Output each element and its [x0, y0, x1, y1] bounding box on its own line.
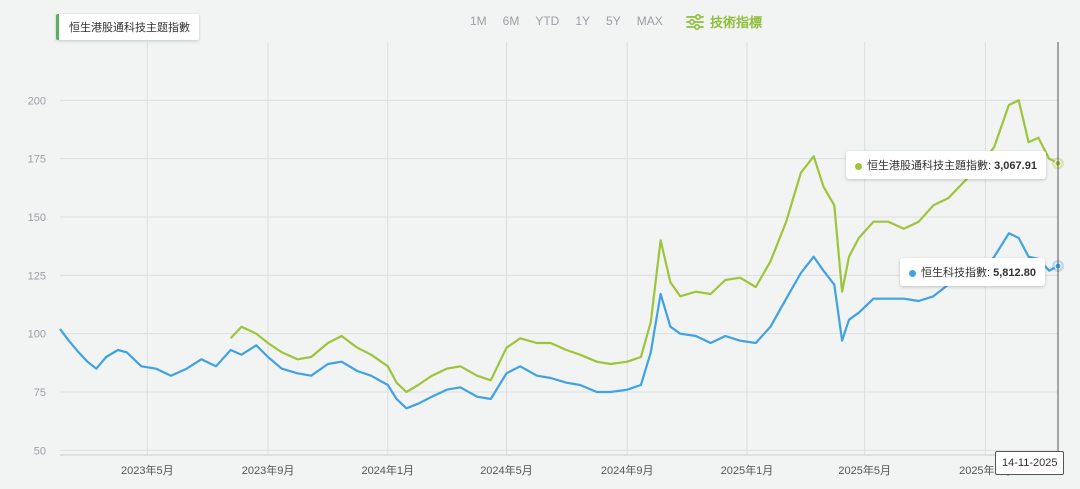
x-tick-label: 2025年1月	[721, 463, 774, 477]
range-1y[interactable]: 1Y	[575, 14, 591, 28]
range-5y[interactable]: 5Y	[606, 14, 621, 28]
x-tick-label: 2024年9月	[601, 463, 654, 477]
range-ytd[interactable]: YTD	[535, 14, 560, 28]
range-1m[interactable]: 1M	[470, 14, 487, 28]
y-tick-label: 50	[34, 445, 46, 457]
series-legend[interactable]: 恒生港股通科技主题指數	[56, 14, 199, 40]
green-tooltip-label: 恒生港股通科技主題指數:	[867, 160, 992, 172]
blue-tooltip-label: 恒生科技指數:	[921, 267, 991, 279]
y-tick-label: 200	[28, 95, 46, 107]
green-dot-icon	[855, 162, 862, 170]
y-tick-label: 75	[34, 387, 46, 399]
series-line-hk-connect-tech	[229, 99, 1059, 394]
x-tick-label: 2023年9月	[242, 463, 295, 477]
range-6m[interactable]: 6M	[502, 14, 520, 28]
y-tick-label: 100	[28, 329, 46, 341]
x-tick-label: 2024年5月	[480, 463, 533, 477]
blue-series-tooltip: 恒生科技指數: 5,812.80	[900, 258, 1045, 286]
sliders-icon	[686, 13, 704, 30]
range-max[interactable]: MAX	[636, 14, 663, 28]
green-tooltip-value: 3,067.91	[994, 160, 1037, 172]
x-tick-label: 2024年1月	[361, 463, 414, 477]
y-tick-label: 175	[28, 154, 46, 166]
blue-dot-icon	[909, 269, 916, 277]
indicators-label: 技術指標	[710, 15, 763, 30]
series-line-hstech	[59, 232, 1059, 410]
x-tick-label: 2025年5月	[838, 463, 891, 477]
legend-label: 恒生港股通科技主题指數	[69, 22, 190, 34]
y-tick-label: 150	[28, 212, 46, 224]
green-series-tooltip: 恒生港股通科技主題指數: 3,067.91	[846, 151, 1046, 179]
technical-indicators-button[interactable]: 技術指標	[686, 12, 762, 31]
y-tick-label: 125	[28, 270, 46, 282]
x-tick-label: 2023年5月	[121, 463, 174, 477]
date-tooltip: 14-11-2025	[995, 451, 1065, 475]
blue-tooltip-value: 5,812.80	[993, 267, 1036, 279]
range-selector: 1M 6M YTD 1Y 5Y MAX	[470, 14, 679, 28]
